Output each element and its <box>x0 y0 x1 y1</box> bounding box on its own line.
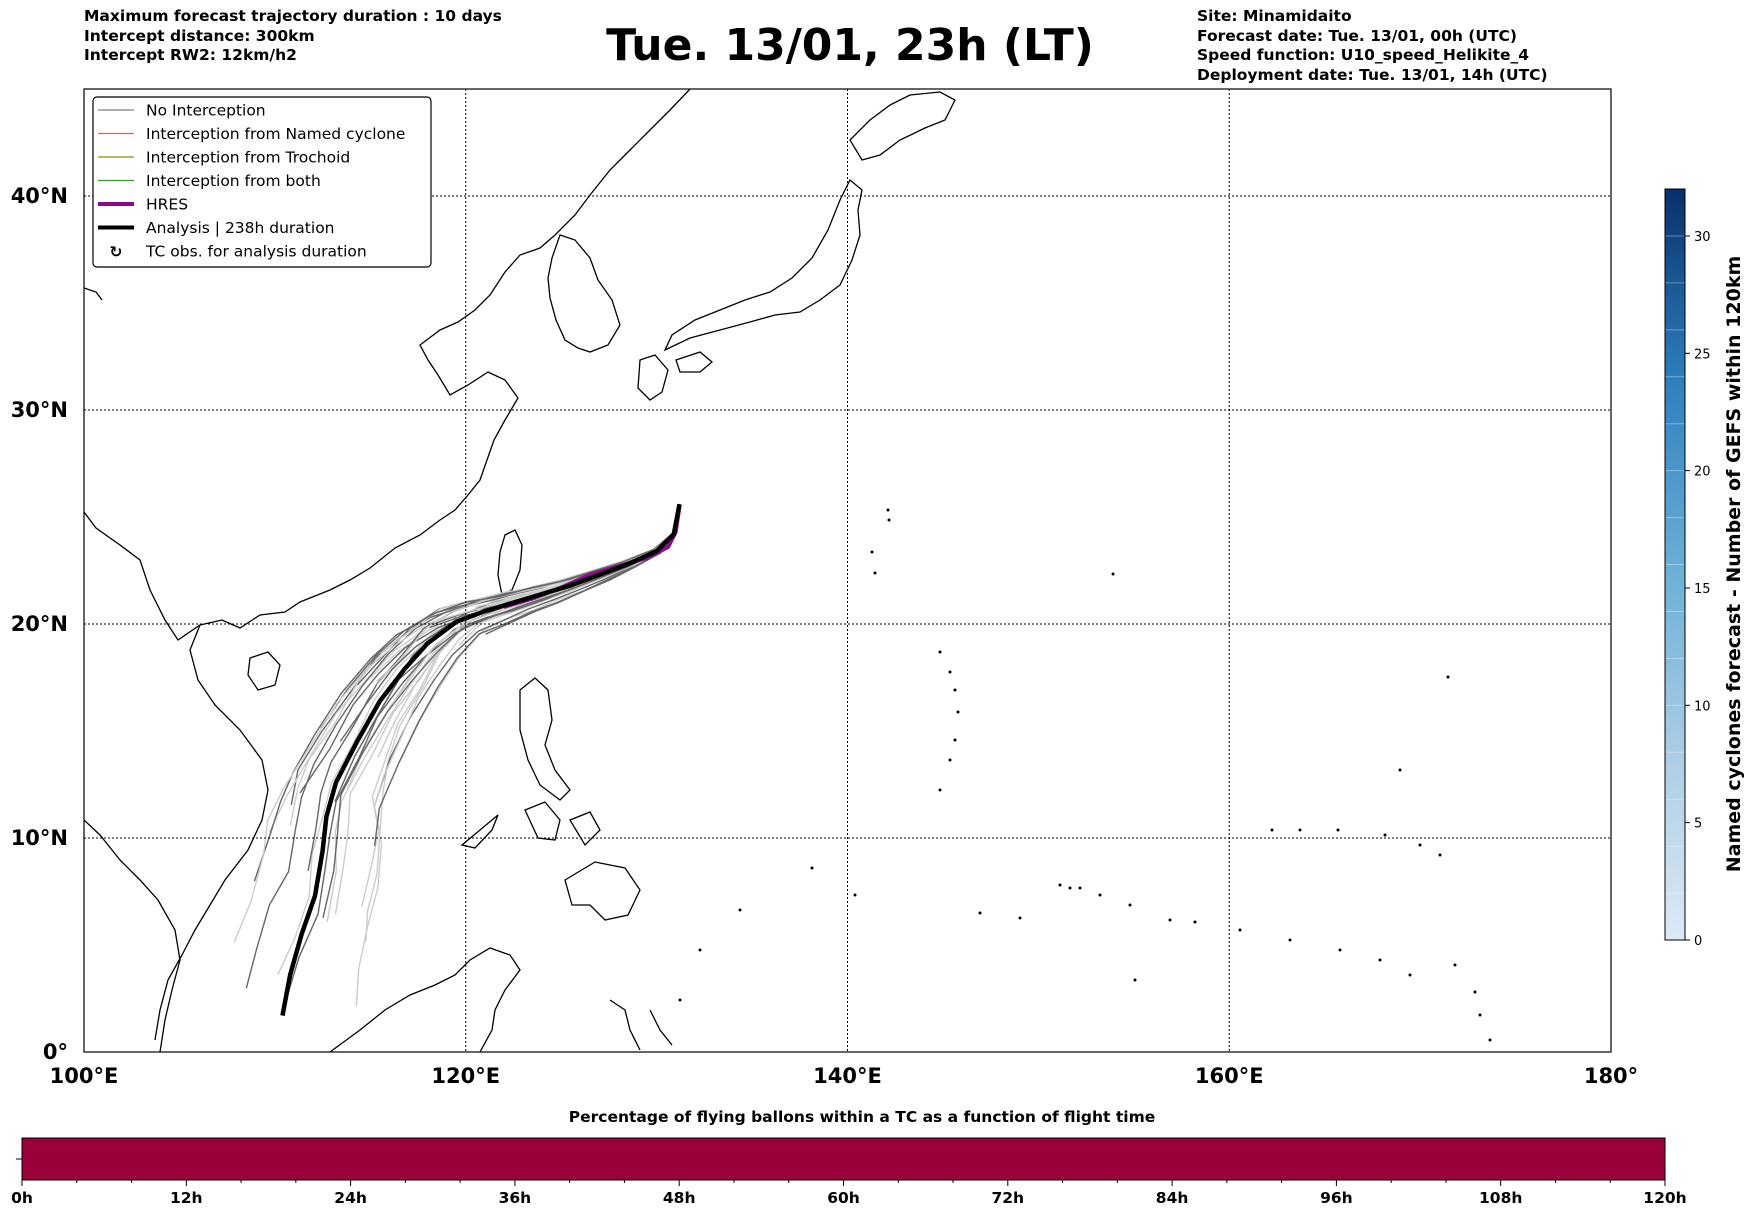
lat-tick-label: 0° <box>43 1040 68 1064</box>
header-right: Site: Minamidaito Forecast date: Tue. 13… <box>1197 7 1548 85</box>
ensemble-trajectory <box>457 504 681 647</box>
lon-tick-label: 100°E <box>50 1064 119 1088</box>
lon-tick-label: 120°E <box>431 1064 500 1088</box>
legend-label: TC obs. for analysis duration <box>145 243 367 261</box>
legend-box <box>92 96 432 268</box>
header-left: Maximum forecast trajectory duration : 1… <box>84 7 502 66</box>
page-title: Tue. 13/01, 23h (LT) <box>606 20 1094 71</box>
flight-time-tick-label: 120h <box>1643 1189 1686 1207</box>
coast-sulawesi <box>609 999 673 1051</box>
legend-label: Analysis | 238h duration <box>146 219 335 237</box>
coast-japan-honshu <box>663 178 863 352</box>
colorbar-tick-label: 25 <box>1694 347 1711 362</box>
deployment-date-text: Deployment date: Tue. 13/01, 14h (UTC) <box>1197 65 1548 84</box>
speed-function-text: Speed function: U10_speed_Helikite_4 <box>1197 46 1530 64</box>
analysis-trajectory <box>280 503 682 1017</box>
coast-asia-mainland <box>84 89 691 641</box>
longitude-labels: 100°E 120°E 140°E 160°E 180° <box>50 1064 1639 1088</box>
ensemble-trajectory <box>320 504 681 729</box>
flight-time-tick-label: 72h <box>991 1189 1024 1207</box>
coast-luzon <box>519 677 571 801</box>
colorbar-tick-label: 20 <box>1694 465 1711 480</box>
legend-label: No Interception <box>146 102 266 120</box>
site-text: Site: Minamidaito <box>1197 7 1352 25</box>
gefs-colorbar: 0 5 10 15 20 25 30 Named cyclones forecast - N… <box>1664 188 1745 949</box>
legend-label: Interception from Named cyclone <box>146 125 405 143</box>
coast-mindanao <box>564 861 641 921</box>
gefs-colorbar-ticks: 0 5 10 15 20 25 30 <box>1685 230 1711 949</box>
flight-time-bar: Percentage of flying ballons within a TC… <box>11 1108 1687 1207</box>
colorbar-tick-label: 10 <box>1694 699 1711 714</box>
coast-indochina <box>84 624 269 1052</box>
lat-tick-label: 30°N <box>11 398 68 422</box>
coastlines <box>84 89 956 1052</box>
coast-korea <box>547 234 621 353</box>
legend-label: Interception from both <box>146 172 321 190</box>
legend-label: HRES <box>146 196 188 214</box>
flight-time-tick-label: 96h <box>1320 1189 1353 1207</box>
coast-japan-shikoku <box>675 351 714 373</box>
map-frame <box>83 88 1612 1053</box>
coast-borneo <box>329 947 521 1052</box>
lon-tick-label: 140°E <box>813 1064 882 1088</box>
flight-time-tick-label: 84h <box>1156 1189 1189 1207</box>
gefs-colorbar-title: Named cyclones forecast - Number of GEFS… <box>1723 256 1745 873</box>
lon-tick-label: 180° <box>1584 1064 1638 1088</box>
intercept-distance-text: Intercept distance: 300km <box>84 26 315 45</box>
forecast-date-text: Forecast date: Tue. 13/01, 00h (UTC) <box>1197 26 1518 45</box>
ensemble-trajectory <box>373 504 681 846</box>
gefs-colorbar-bands <box>1665 235 1685 894</box>
lon-tick-label: 160°E <box>1195 1064 1264 1088</box>
max-duration-text: Maximum forecast trajectory duration : 1… <box>84 7 502 25</box>
coast-visayas <box>524 801 601 847</box>
flight-time-tick-label: 108h <box>1479 1189 1522 1207</box>
map-grid <box>84 89 1611 1052</box>
flight-time-tick-label: 60h <box>827 1189 860 1207</box>
colorbar-tick-label: 0 <box>1694 934 1702 949</box>
lat-tick-label: 40°N <box>11 184 68 208</box>
lat-tick-label: 20°N <box>11 612 68 636</box>
coast-taiwan <box>497 529 523 596</box>
colorbar-tick-label: 15 <box>1694 582 1711 597</box>
colorbar-tick-label: 5 <box>1694 817 1702 832</box>
gefs-colorbar-fill <box>1665 189 1685 940</box>
legend-label: Interception from Trochoid <box>146 149 350 167</box>
lat-tick-label: 10°N <box>11 826 68 850</box>
small-islands <box>678 508 1492 1042</box>
latitude-labels: 0° 10°N 20°N 30°N 40°N <box>11 184 68 1064</box>
flight-time-title: Percentage of flying ballons within a TC… <box>569 1108 1156 1126</box>
coast-japan-kyushu <box>637 354 669 401</box>
flight-time-tick-label: 12h <box>170 1189 203 1207</box>
flight-time-tick-label: 24h <box>334 1189 367 1207</box>
gefs-colorbar-frame <box>1664 188 1686 941</box>
coast-hainan <box>247 651 281 691</box>
intercept-rw2-text: Intercept RW2: 12km/h2 <box>84 46 297 64</box>
flight-time-tick-label: 36h <box>499 1189 532 1207</box>
map-legend: No Interception Interception from Named c… <box>92 96 432 268</box>
flight-time-ticks: 0h 12h 24h 36h 48h 60h 72h 84h 96h 108h 120h <box>11 1180 1687 1207</box>
coast-palawan <box>460 814 499 849</box>
legend-symbol-tc-icon: ↻ <box>110 243 123 261</box>
colorbar-tick-label: 30 <box>1694 230 1711 245</box>
coast-japan-hokkaido <box>849 91 956 161</box>
flight-time-tick-label: 0h <box>11 1189 33 1207</box>
flight-time-tick-label: 48h <box>663 1189 696 1207</box>
flight-time-bar-fill <box>21 1137 1666 1181</box>
